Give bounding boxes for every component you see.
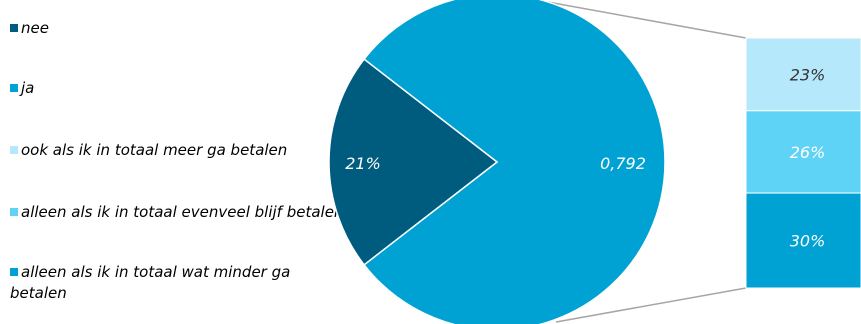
legend-item-nee: nee [10, 18, 340, 39]
pie-label-ja: 0,792 [600, 154, 646, 173]
legend-label-evenveel: alleen als ik in totaal evenveel blijf b… [21, 203, 344, 221]
legend-item-ja: ja [10, 78, 340, 99]
legend-label-meer: ook als ik in totaal meer ga betalen [21, 141, 288, 159]
breakdown-label-1: 23% [790, 65, 826, 84]
legend-swatch-meer [10, 146, 18, 154]
legend-swatch-nee [10, 24, 18, 32]
legend-label-minder: alleen als ik in totaal wat minder ga be… [10, 263, 291, 302]
connector-line-bottom [555, 287, 747, 323]
legend-item-minder: alleen als ik in totaal wat minder ga be… [10, 262, 345, 304]
pie-slice-nee [328, 58, 499, 266]
breakdown-segment-1 [745, 37, 861, 112]
connector-line-top [547, 1, 747, 39]
breakdown-segment-3 [745, 192, 861, 289]
legend-item-evenveel: alleen als ik in totaal evenveel blijf b… [10, 202, 350, 223]
pie-label-nee: 21% [345, 154, 381, 173]
pie-labels: 21% 0,792 [345, 154, 646, 173]
breakdown-bar [745, 37, 861, 289]
breakdown-label-2: 26% [790, 143, 826, 162]
connector-lines [547, 1, 747, 323]
breakdown-labels: 23% 26% 30% [790, 65, 826, 250]
pie-slice-ja [363, 0, 666, 324]
legend-swatch-ja [10, 84, 18, 92]
breakdown-label-3: 30% [790, 232, 826, 251]
legend-swatch-evenveel [10, 208, 18, 216]
legend-label-ja: ja [21, 79, 35, 97]
pie [328, 0, 666, 324]
chart-legend: nee ja ook als ik in totaal meer ga beta… [10, 0, 343, 324]
legend-item-meer: ook als ik in totaal meer ga betalen [10, 140, 300, 161]
legend-swatch-minder [10, 268, 18, 276]
legend-label-nee: nee [21, 19, 49, 37]
